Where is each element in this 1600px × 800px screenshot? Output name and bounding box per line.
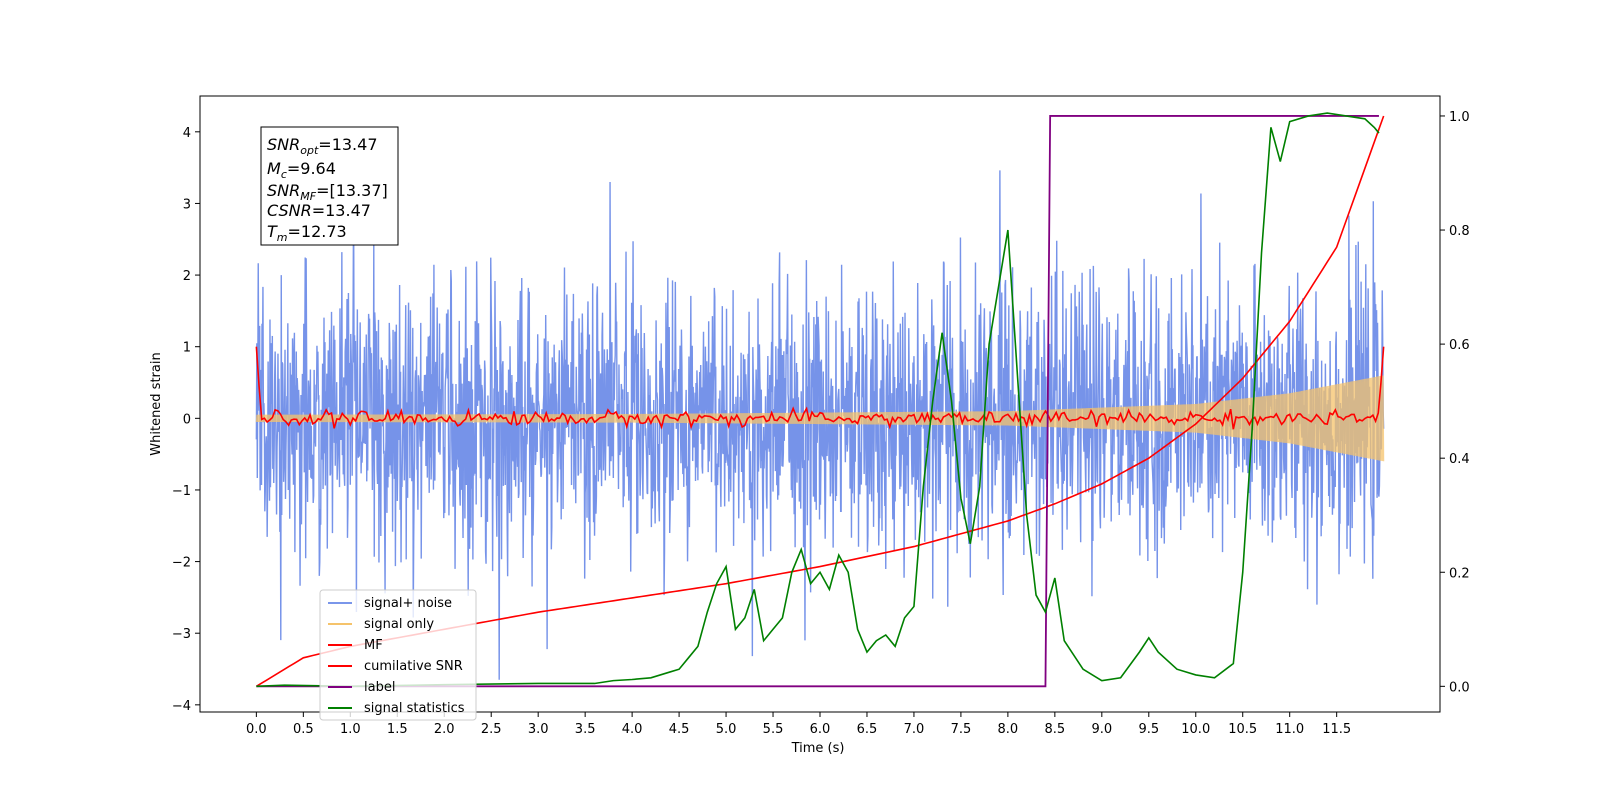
y-left-tick-label: −2: [172, 556, 191, 571]
y-left-tick-label: 0: [183, 412, 191, 427]
x-tick-label: 10.5: [1228, 722, 1257, 737]
x-tick-label: 9.0: [1091, 722, 1112, 737]
y-right-tick-label: 0.8: [1449, 224, 1470, 239]
x-tick-label: 7.0: [904, 722, 925, 737]
x-tick-label: 3.5: [575, 722, 596, 737]
legend: signal+ noise signal only MF cumilative …: [319, 589, 477, 721]
series-signal-noise: [255, 170, 1385, 680]
x-axis-label: Time (s): [791, 741, 845, 756]
info-box-frame: [260, 126, 399, 246]
y-axis-label: Whitened strain: [149, 352, 164, 455]
info-box: SNRopt=13.47 Mc=9.64 SNRMF=[13.37] CSNR=…: [260, 126, 399, 246]
x-tick-label: 6.5: [857, 722, 878, 737]
legend-label-signal-noise: signal+ noise: [364, 596, 452, 611]
y-right-tick-label: 0.0: [1449, 680, 1470, 695]
y-right-tick-label: 1.0: [1449, 110, 1470, 125]
series-label: [256, 115, 1379, 688]
info-tm: Tm=12.73: [267, 222, 347, 244]
x-tick-label: 4.0: [622, 722, 643, 737]
legend-frame: [319, 589, 477, 721]
x-tick-label: 5.5: [763, 722, 784, 737]
info-snr-mf: SNRMF=[13.37]: [267, 181, 388, 203]
x-tick-label: 3.0: [528, 722, 549, 737]
x-tick-label: 2.5: [481, 722, 502, 737]
x-tick-label: 1.0: [340, 722, 361, 737]
y-left-tick-label: 1: [183, 341, 191, 356]
x-tick-label: 6.0: [810, 722, 831, 737]
legend-label-cumulative-snr: cumilative SNR: [364, 659, 463, 674]
y-right-tick-label: 0.2: [1449, 566, 1470, 581]
y-right-tick-label: 0.6: [1449, 338, 1470, 353]
series-mf: [255, 346, 1385, 430]
legend-label-signal-statistics: signal statistics: [364, 701, 465, 716]
info-snr-opt: SNRopt=13.47: [267, 135, 378, 157]
x-tick-label: 7.5: [951, 722, 972, 737]
x-tick-label: 5.0: [716, 722, 737, 737]
x-tick-label: 8.0: [998, 722, 1019, 737]
y-left-tick-label: −3: [172, 627, 191, 642]
x-tick-label: 10.0: [1181, 722, 1210, 737]
axes-layer: 0.0 0.5 1.0 1.5 2.0 2.5 3.0 3.5 4.0 4.5 5.0 5.5 6.0 6…: [172, 110, 1470, 737]
x-tick-label: 2.0: [434, 722, 455, 737]
y-left-tick-label: −1: [172, 484, 191, 499]
info-csnr: CSNR=13.47: [267, 201, 371, 220]
x-tick-label: 11.5: [1322, 722, 1351, 737]
x-tick-label: 9.5: [1138, 722, 1159, 737]
legend-label-mf: MF: [364, 638, 383, 653]
y-left-tick-label: 4: [183, 126, 191, 141]
y-right-tick-label: 0.4: [1449, 452, 1470, 467]
series-signal-statistics: [256, 112, 1380, 688]
x-tick-label: 0.0: [246, 722, 267, 737]
x-tick-label: 0.5: [293, 722, 314, 737]
legend-label-signal-only: signal only: [364, 617, 434, 632]
series-signal-only: [255, 375, 1385, 462]
y-left-tick-label: −4: [172, 699, 191, 714]
x-tick-label: 11.0: [1275, 722, 1304, 737]
x-tick-label: 1.5: [387, 722, 408, 737]
x-tick-label: 4.5: [669, 722, 690, 737]
info-mc: Mc=9.64: [267, 159, 336, 181]
y-left-tick-label: 2: [183, 269, 191, 284]
legend-label-label: label: [364, 680, 395, 695]
y-left-tick-label: 3: [183, 197, 191, 212]
x-tick-label: 8.5: [1045, 722, 1066, 737]
